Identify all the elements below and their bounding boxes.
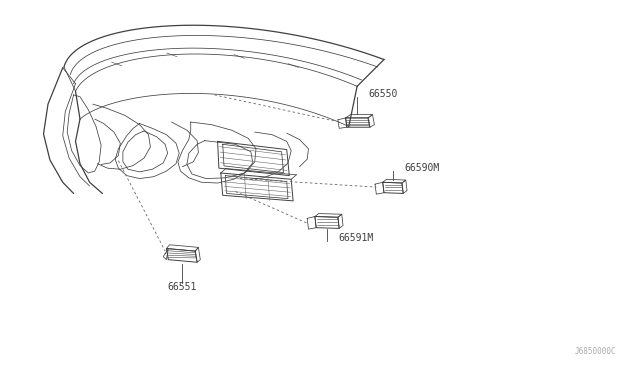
Text: 66550: 66550 [368,89,397,99]
Text: 66551: 66551 [167,282,196,292]
Text: 66590M: 66590M [404,163,440,173]
Text: J6850000C: J6850000C [574,347,616,356]
Text: 66591M: 66591M [339,233,374,243]
